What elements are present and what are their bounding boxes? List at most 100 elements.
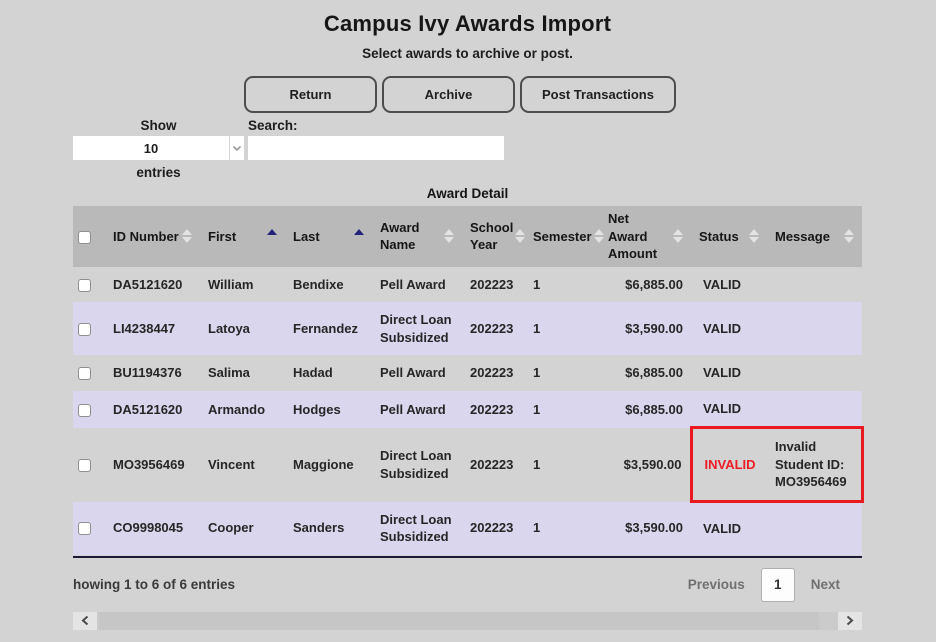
row-checkbox[interactable]	[78, 367, 91, 381]
chevron-down-icon	[229, 136, 244, 160]
cell-status: INVALID	[689, 426, 767, 504]
horizontal-scrollbar[interactable]	[73, 611, 862, 630]
cell-net-award-amount: $3,590.00	[623, 456, 682, 472]
search-input[interactable]	[248, 136, 504, 160]
sort-icon	[182, 229, 192, 244]
cell-first-name: William	[208, 276, 254, 292]
cell-first-name: Cooper	[208, 520, 254, 536]
cell-last-name: Hodges	[293, 401, 341, 417]
column-header-first[interactable]: First	[200, 206, 285, 267]
cell-message	[767, 302, 862, 355]
next-page-button[interactable]: Next	[810, 577, 840, 593]
cell-first-name: Vincent	[208, 456, 255, 472]
column-header-message[interactable]: Message	[767, 206, 862, 267]
cell-semester: 1	[533, 276, 541, 292]
cell-school-year: 202223	[470, 320, 514, 336]
row-checkbox[interactable]	[78, 323, 91, 337]
sort-icon	[267, 229, 277, 243]
cell-semester: 1	[533, 456, 541, 472]
scroll-left-button[interactable]	[73, 611, 97, 630]
row-checkbox[interactable]	[78, 458, 91, 472]
cell-message	[767, 355, 862, 391]
cell-last-name: Bendixe	[293, 276, 344, 292]
cell-id-number: DA5121620	[113, 401, 183, 417]
cell-id-number: MO3956469	[113, 456, 185, 472]
cell-message	[767, 502, 862, 555]
current-page-button[interactable]: 1	[760, 567, 795, 602]
cell-award-name: Pell Award	[380, 276, 446, 292]
cell-id-number: LI4238447	[113, 320, 176, 336]
page-subtitle: Select awards to archive or post.	[362, 46, 573, 61]
cell-net-award-amount: $6,885.00	[625, 276, 683, 292]
table-row: MO3956469 Vincent Maggione Direct Loan S…	[73, 426, 864, 504]
cell-net-award-amount: $6,885.00	[625, 401, 683, 417]
cell-id-number: DA5121620	[113, 276, 183, 292]
entries-info: howing 1 to 6 of 6 entries	[73, 577, 236, 593]
page-size-value: 10	[143, 140, 159, 156]
scrollbar-thumb[interactable]	[99, 611, 819, 630]
cell-semester: 1	[533, 320, 541, 336]
sort-icon	[515, 229, 526, 244]
post-transactions-button[interactable]: Post Transactions	[520, 76, 676, 113]
cell-school-year: 202223	[470, 401, 514, 417]
cell-school-year: 202223	[470, 365, 514, 381]
row-checkbox[interactable]	[78, 278, 91, 292]
return-button[interactable]: Return	[244, 76, 377, 113]
row-checkbox[interactable]	[78, 403, 91, 417]
cell-award-name: Direct Loan Subsidized	[380, 448, 452, 481]
cell-id-number: CO9998045	[113, 520, 184, 536]
sort-icon	[593, 229, 604, 244]
table-body: DA5121620 William Bendixe Pell Award 202…	[73, 267, 864, 555]
cell-school-year: 202223	[470, 456, 514, 472]
cell-id-number: BU1194376	[113, 365, 182, 381]
page-title: Campus Ivy Awards Import	[323, 11, 612, 36]
cell-award-name: Pell Award	[380, 401, 446, 417]
page-size-select[interactable]: 10	[73, 136, 244, 160]
archive-button[interactable]: Archive	[382, 76, 515, 113]
column-header-school-year[interactable]: School Year	[462, 206, 526, 267]
column-header-last[interactable]: Last	[285, 206, 372, 267]
toolbar: Return Archive Post Transactions	[244, 76, 862, 113]
column-header-net-award-amount[interactable]: Net Award Amount	[600, 206, 691, 267]
entries-label: entries	[136, 165, 181, 180]
cell-message: Invalid Student ID: MO3956469	[767, 426, 864, 504]
select-all-checkbox[interactable]	[78, 230, 91, 244]
sort-icon	[354, 229, 364, 243]
table-footer: howing 1 to 6 of 6 entries Previous 1 Ne…	[73, 555, 862, 608]
cell-net-award-amount: $3,590.00	[625, 320, 683, 336]
cell-semester: 1	[533, 520, 541, 536]
cell-last-name: Fernandez	[293, 320, 359, 336]
cell-status: VALID	[703, 521, 742, 537]
column-header-award-name[interactable]: Award Name	[372, 206, 462, 267]
page-size-control: Show 10 entries	[73, 118, 244, 180]
cell-message	[767, 267, 862, 303]
show-label: Show	[140, 118, 177, 133]
sort-icon	[749, 229, 759, 244]
cell-status: VALID	[703, 365, 742, 381]
cell-last-name: Sanders	[293, 520, 345, 536]
search-label: Search:	[248, 118, 298, 133]
column-header-id-number[interactable]: ID Number	[105, 206, 200, 267]
table-header-row: ID Number First Last Award Name School Y…	[73, 206, 862, 267]
cell-school-year: 202223	[470, 520, 514, 536]
previous-page-button[interactable]: Previous	[687, 577, 745, 593]
cell-award-name: Pell Award	[380, 365, 446, 381]
column-header-status[interactable]: Status	[691, 206, 767, 267]
sort-icon	[444, 229, 454, 244]
cell-first-name: Armando	[208, 401, 266, 417]
scroll-right-button[interactable]	[838, 611, 862, 630]
table-row: DA5121620 William Bendixe Pell Award 202…	[73, 267, 862, 303]
cell-last-name: Hadad	[293, 365, 333, 381]
cell-school-year: 202223	[470, 276, 514, 292]
cell-award-name: Direct Loan Subsidized	[380, 312, 452, 345]
table-controls: Show 10 entries Search:	[73, 118, 862, 180]
cell-last-name: Maggione	[293, 456, 354, 472]
table-row: DA5121620 Armando Hodges Pell Award 2022…	[73, 390, 862, 428]
row-checkbox[interactable]	[78, 522, 91, 536]
table-row: BU1194376 Salima Hadad Pell Award 202223…	[73, 355, 862, 391]
cell-net-award-amount: $3,590.00	[625, 520, 683, 536]
cell-message	[767, 391, 862, 428]
column-header-semester[interactable]: Semester	[525, 206, 604, 267]
cell-status: VALID	[703, 400, 742, 416]
cell-first-name: Latoya	[208, 320, 250, 336]
